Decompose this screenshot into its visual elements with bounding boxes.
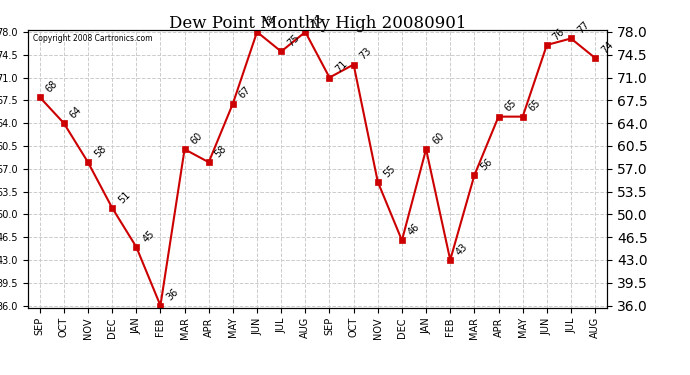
Text: 65: 65 <box>503 98 518 114</box>
Text: 58: 58 <box>213 144 228 159</box>
Text: 43: 43 <box>455 242 470 257</box>
Text: 78: 78 <box>262 13 277 29</box>
Text: 51: 51 <box>117 189 132 205</box>
Text: 55: 55 <box>382 163 398 179</box>
Text: 78: 78 <box>310 13 325 29</box>
Text: 64: 64 <box>68 105 83 120</box>
Text: 77: 77 <box>575 20 591 36</box>
Text: 67: 67 <box>237 85 253 101</box>
Text: 56: 56 <box>479 157 494 172</box>
Text: Dew Point Monthly High 20080901: Dew Point Monthly High 20080901 <box>168 15 466 32</box>
Text: 71: 71 <box>334 59 349 75</box>
Text: 74: 74 <box>600 39 615 55</box>
Text: Copyright 2008 Cartronics.com: Copyright 2008 Cartronics.com <box>33 34 153 43</box>
Text: 45: 45 <box>141 228 156 244</box>
Text: 65: 65 <box>527 98 542 114</box>
Text: 75: 75 <box>286 33 302 49</box>
Text: 68: 68 <box>44 79 59 94</box>
Text: 58: 58 <box>92 144 108 159</box>
Text: 76: 76 <box>551 26 566 42</box>
Text: 60: 60 <box>431 131 446 146</box>
Text: 36: 36 <box>165 287 180 303</box>
Text: 73: 73 <box>358 46 373 62</box>
Text: 46: 46 <box>406 222 422 238</box>
Text: 60: 60 <box>189 131 204 146</box>
